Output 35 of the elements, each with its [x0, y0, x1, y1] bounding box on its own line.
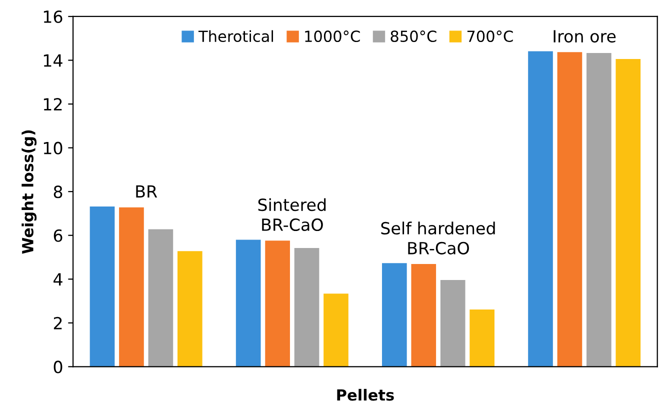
y-tick-label: 8 [54, 186, 62, 198]
bar [236, 240, 261, 367]
bar [470, 310, 494, 367]
bar [557, 52, 582, 367]
bar [265, 240, 290, 367]
legend-label: Therotical [198, 30, 274, 42]
legend-label: 700°C [467, 30, 513, 42]
y-axis-title: Weight loss(g) [22, 130, 37, 254]
bar [294, 248, 320, 367]
bar [586, 53, 612, 367]
bar [324, 294, 348, 367]
y-tick-label: 2 [54, 316, 62, 330]
x-tick-label: BR [136, 185, 158, 198]
bar [177, 251, 202, 367]
x-tick-label: Self hardened BR-CaO [381, 222, 495, 254]
bar [528, 51, 553, 367]
y-tick-label: 4 [54, 273, 62, 286]
bar [382, 263, 407, 367]
x-tick-label: Sintered BR-CaO [258, 198, 326, 232]
bar [440, 280, 466, 367]
y-tick-label: 16 [44, 10, 62, 24]
bar [119, 207, 144, 367]
y-tick-label: 0 [54, 360, 62, 374]
legend-label: 1000°C [305, 30, 360, 42]
y-tick-label: 10 [44, 142, 62, 154]
bar [616, 58, 641, 367]
legend-label: 850°C [390, 30, 436, 42]
x-tick-label: Iron ore [554, 30, 616, 43]
y-tick-label: 6 [54, 229, 62, 242]
y-tick-label: 14 [44, 54, 62, 67]
bar [90, 206, 115, 367]
y-tick-label: 12 [44, 98, 62, 110]
bar [411, 264, 436, 367]
bar [148, 229, 174, 367]
x-axis-title: Pellets [337, 388, 394, 401]
